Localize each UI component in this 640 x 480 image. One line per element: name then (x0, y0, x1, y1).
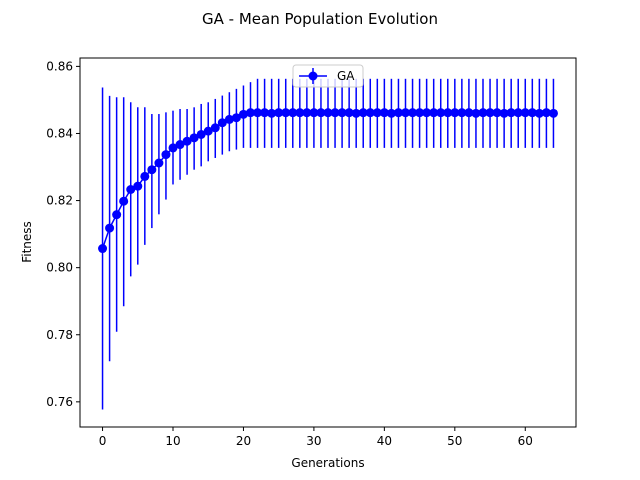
legend: GA (292, 64, 364, 88)
data-point (133, 181, 143, 191)
data-point (119, 196, 129, 206)
x-tick-label: 60 (518, 434, 533, 448)
x-axis-title: Generations (291, 456, 364, 470)
data-point (112, 210, 122, 220)
axes-frame (79, 57, 577, 428)
data-point (337, 108, 347, 118)
x-tick-label: 10 (165, 434, 180, 448)
data-point (365, 108, 375, 118)
data-point (253, 108, 263, 118)
data-point (224, 114, 234, 124)
y-tick-label: 0.80 (46, 261, 73, 275)
x-tick-label: 30 (306, 434, 321, 448)
x-tick-label: 50 (447, 434, 462, 448)
data-point (478, 108, 488, 118)
y-tick-label: 0.86 (46, 59, 73, 73)
data-point (295, 108, 305, 118)
x-tick-label: 40 (377, 434, 392, 448)
data-point (168, 143, 178, 153)
data-point (534, 108, 544, 118)
data-point (288, 108, 298, 118)
data-point (541, 108, 551, 118)
data-point (436, 108, 446, 118)
data-point (274, 108, 284, 118)
data-point (471, 108, 481, 118)
data-point (401, 108, 410, 118)
data-point (330, 108, 340, 118)
data-point (210, 123, 220, 133)
data-point (281, 108, 291, 118)
data-point (429, 108, 439, 118)
y-tick-label: 0.78 (46, 328, 73, 342)
data-point (316, 108, 326, 118)
data-point (415, 108, 425, 118)
y-axis-title: Fitness (20, 221, 34, 263)
data-point (443, 108, 453, 118)
data-point (182, 136, 192, 146)
data-point (105, 223, 115, 233)
data-point (302, 108, 312, 118)
data-point (126, 184, 136, 194)
x-tick-label: 0 (99, 434, 107, 448)
data-point (520, 108, 530, 118)
data-point (464, 108, 474, 118)
plot-area (98, 78, 558, 410)
data-point (344, 108, 354, 118)
data-point (267, 108, 277, 118)
data-point (231, 113, 241, 123)
data-point (260, 108, 270, 118)
data-point (499, 108, 509, 118)
y-tick-label: 0.76 (46, 395, 73, 409)
data-point (161, 150, 171, 160)
data-point (358, 108, 368, 118)
legend-marker-sample (308, 71, 318, 81)
data-point (351, 108, 361, 118)
data-point (386, 108, 396, 118)
data-point (372, 108, 382, 118)
data-point (196, 129, 206, 139)
data-point (203, 126, 213, 136)
data-point (98, 244, 108, 254)
data-point (323, 108, 333, 118)
y-axis: 0.76 0.78 0.80 0.82 0.84 0.86 (46, 59, 80, 409)
data-point (457, 108, 467, 118)
data-point (189, 133, 199, 143)
data-point (422, 108, 432, 118)
legend-label-ga: GA (337, 69, 355, 83)
x-axis: 0 10 20 30 40 50 60 (99, 427, 533, 448)
data-point (154, 158, 164, 168)
data-point (506, 108, 516, 118)
data-point (217, 118, 227, 128)
data-point (147, 165, 157, 175)
data-point (246, 108, 255, 118)
data-point (492, 108, 502, 118)
data-point (393, 108, 403, 118)
y-tick-label: 0.84 (46, 126, 73, 140)
data-point (527, 108, 537, 118)
data-point (309, 108, 319, 118)
data-point (548, 108, 558, 118)
data-point (379, 108, 389, 118)
x-tick-label: 20 (236, 434, 251, 448)
data-point (513, 108, 523, 118)
data-point (408, 108, 418, 118)
data-point (450, 108, 460, 118)
y-tick-label: 0.82 (46, 194, 73, 208)
legend-box (292, 64, 364, 88)
data-point (140, 171, 150, 181)
data-point (485, 108, 495, 118)
data-point (238, 109, 248, 119)
chart-title: GA - Mean Population Evolution (202, 10, 438, 28)
data-point (175, 140, 185, 150)
